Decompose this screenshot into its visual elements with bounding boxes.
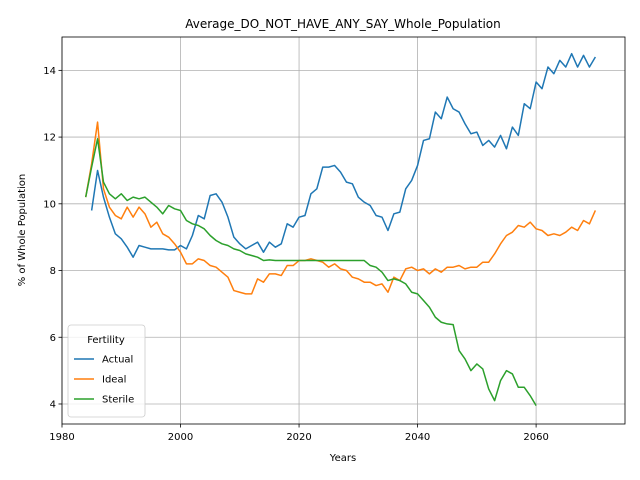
series-line-actual	[90, 52, 597, 258]
y-tick-label: 14	[43, 66, 56, 77]
legend-box	[67, 324, 146, 418]
legend: Fertility Actual Ideal Sterile	[67, 324, 146, 418]
y-axis-ticks: 4 6 8 10 12 14	[43, 66, 62, 410]
x-tick-label: 2020	[286, 432, 311, 443]
x-tick-label: 2000	[168, 432, 193, 443]
y-tick-label: 4	[50, 399, 56, 410]
y-tick-label: 10	[43, 199, 56, 210]
x-tick-label: 2060	[523, 432, 548, 443]
grid	[61, 37, 625, 424]
y-tick-label: 12	[43, 133, 56, 144]
series-line-ideal	[84, 121, 597, 295]
chart-title: Average_DO_NOT_HAVE_ANY_SAY_Whole_Popula…	[185, 17, 501, 31]
x-axis-ticks: 1980 2000 2020 2040 2060	[49, 424, 549, 443]
legend-label-sterile: Sterile	[102, 395, 134, 406]
y-tick-label: 6	[50, 333, 56, 344]
legend-entries: Actual Ideal Sterile	[74, 355, 134, 406]
legend-title: Fertility	[87, 335, 125, 346]
x-axis-label: Years	[329, 453, 356, 464]
x-tick-label: 2040	[405, 432, 430, 443]
y-tick-label: 8	[50, 266, 56, 277]
legend-label-actual: Actual	[102, 355, 133, 366]
legend-label-ideal: Ideal	[102, 375, 126, 386]
series-lines	[84, 52, 597, 407]
y-axis-label: % of Whole Population	[17, 174, 28, 287]
series-line-sterile	[84, 138, 537, 407]
x-tick-label: 1980	[49, 432, 74, 443]
plot-frame	[61, 36, 626, 425]
